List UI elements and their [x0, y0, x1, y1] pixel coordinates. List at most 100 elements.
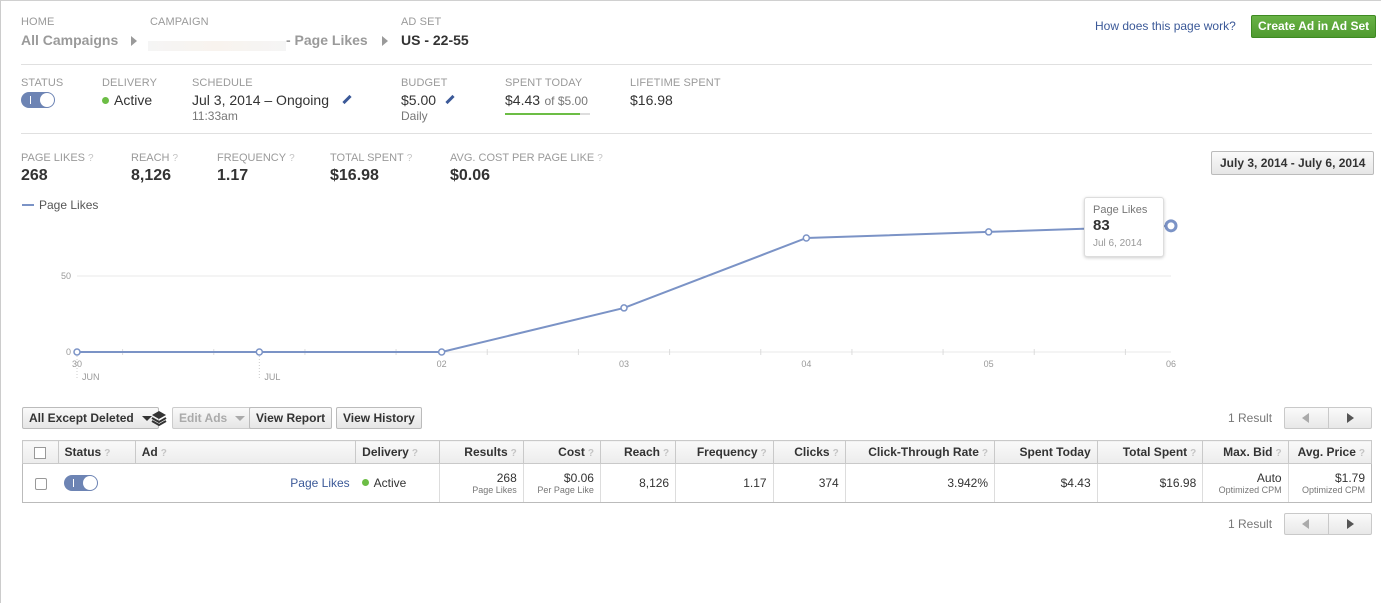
x-tick-label: 05: [984, 359, 994, 369]
metric-avg-cost: AVG. COST PER PAGE LIKE? $0.06: [450, 152, 603, 184]
breadcrumb-home-link[interactable]: All Campaigns: [21, 32, 119, 48]
filter-dropdown[interactable]: All Except Deleted: [22, 407, 159, 429]
layers-icon[interactable]: [151, 410, 167, 427]
results-count-bottom: 1 Result: [1228, 517, 1273, 531]
col-reach[interactable]: Reach?: [599, 440, 677, 464]
data-point: [984, 228, 993, 236]
row-max-bid: Auto Optimized CPM: [1202, 463, 1289, 503]
col-status[interactable]: Status?: [57, 440, 136, 464]
view-report-button[interactable]: View Report: [249, 407, 333, 429]
prev-page-icon[interactable]: [1302, 413, 1309, 423]
col-delivery[interactable]: Delivery?: [355, 440, 441, 464]
delivery-label: DELIVERY: [102, 77, 158, 89]
schedule-label: SCHEDULE: [192, 77, 253, 89]
chevron-down-icon: [235, 416, 246, 421]
breadcrumb-arrow-icon: [382, 36, 388, 46]
col-ad[interactable]: Ad?: [134, 440, 357, 464]
x-tick-label: 02: [437, 359, 447, 369]
next-page-icon[interactable]: [1347, 413, 1354, 423]
metric-total-spent: TOTAL SPENT? $16.98: [330, 152, 413, 184]
pager-top[interactable]: [1284, 407, 1372, 429]
active-dot-icon: [361, 479, 369, 486]
col-avg-price[interactable]: Avg. Price?: [1287, 440, 1373, 464]
data-point: [802, 234, 811, 242]
row-status-toggle[interactable]: [64, 475, 99, 491]
col-max-bid[interactable]: Max. Bid?: [1202, 440, 1289, 464]
next-page-icon[interactable]: [1347, 519, 1354, 529]
date-range-button[interactable]: July 3, 2014 - July 6, 2014: [1211, 151, 1375, 175]
breadcrumb-campaign-link[interactable]: - Page Likes: [286, 32, 368, 48]
data-point: [73, 348, 81, 356]
row-checkbox[interactable]: [34, 477, 47, 490]
table-header-row: Status? Ad? Delivery? Results? Cost? Rea…: [22, 440, 1373, 464]
metric-page-likes: PAGE LIKES? 268: [21, 152, 94, 184]
data-point: [255, 348, 264, 356]
status-toggle[interactable]: [21, 92, 55, 108]
select-all-checkbox: [34, 446, 47, 459]
col-results[interactable]: Results?: [439, 440, 524, 464]
row-results: 268 Page Likes: [439, 463, 524, 503]
data-point: [620, 304, 628, 312]
budget-period: Daily: [401, 109, 428, 123]
help-icon: ?: [406, 153, 413, 164]
y-tick-label: 50: [61, 271, 71, 281]
select-all-header[interactable]: [22, 440, 59, 464]
month-label: JUN: [82, 372, 100, 382]
x-tick-label: 04: [801, 359, 811, 369]
lifetime-spent-value: $16.98: [630, 92, 673, 108]
prev-page-icon[interactable]: [1302, 519, 1309, 529]
help-link[interactable]: How does this page work?: [1095, 19, 1236, 33]
edit-schedule-icon[interactable]: [342, 94, 352, 105]
lifetime-spent-label: LIFETIME SPENT: [630, 77, 721, 89]
edit-budget-icon[interactable]: [445, 94, 455, 105]
row-ctr: 3.942%: [844, 463, 995, 503]
month-label: JUL: [264, 372, 280, 382]
breadcrumb-campaign-label: CAMPAIGN: [150, 16, 209, 28]
x-tick-label: 03: [619, 359, 629, 369]
divider: [21, 133, 1372, 134]
col-clicks[interactable]: Clicks?: [772, 440, 846, 464]
metric-reach: REACH? 8,126: [131, 152, 179, 184]
spent-today-label: SPENT TODAY: [505, 77, 583, 89]
help-icon: ?: [172, 153, 179, 164]
view-history-button[interactable]: View History: [336, 407, 422, 429]
row-frequency: 1.17: [675, 463, 774, 503]
edit-ads-button[interactable]: Edit Ads: [172, 407, 253, 429]
help-icon: ?: [289, 153, 295, 164]
status-label: STATUS: [21, 77, 64, 89]
row-delivery: Active: [355, 463, 440, 503]
chart-tooltip: Page Likes 83 Jul 6, 2014: [1084, 197, 1164, 257]
col-frequency[interactable]: Frequency?: [675, 440, 774, 464]
legend-swatch: [22, 204, 34, 206]
row-total-spent: $16.98: [1096, 463, 1203, 503]
help-icon: ?: [88, 153, 94, 164]
row-ad-name[interactable]: Page Likes: [135, 463, 356, 503]
row-clicks: 374: [772, 463, 846, 503]
breadcrumb-home-label: HOME: [21, 16, 55, 28]
series-line-page-likes: [77, 224, 1172, 353]
metric-frequency: FREQUENCY? 1.17: [217, 152, 295, 184]
page-likes-chart: 0 50 30 02 03 04 05 06 JUN JUL: [61, 219, 1178, 382]
col-total-spent[interactable]: Total Spent?: [1096, 440, 1204, 464]
redacted-campaign-name: [148, 41, 286, 51]
breadcrumb-adset-current: US - 22-55: [401, 32, 469, 48]
col-ctr[interactable]: Click-Through Rate?: [844, 440, 996, 464]
x-tick-label: 30: [72, 359, 82, 369]
table-row[interactable]: Page Likes Active 268 Page Likes $0.06 Per…: [22, 463, 1373, 503]
schedule-time: 11:33am: [192, 109, 238, 123]
results-count-top: 1 Result: [1228, 411, 1273, 425]
row-spent-today: $4.43: [994, 463, 1098, 503]
col-spent-today[interactable]: Spent Today: [994, 440, 1098, 464]
data-point: [437, 348, 446, 356]
pager-bottom[interactable]: [1284, 513, 1372, 535]
spent-today-value: $4.43 of $5.00: [505, 92, 588, 108]
chevron-down-icon: [141, 416, 152, 421]
breadcrumb-arrow-icon: [131, 36, 137, 46]
row-checkbox-cell: [22, 463, 59, 503]
active-dot-icon: [102, 97, 109, 104]
create-ad-button[interactable]: Create Ad in Ad Set: [1251, 15, 1377, 38]
col-cost[interactable]: Cost?: [522, 440, 601, 464]
budget-value: $5.00: [401, 92, 437, 108]
chart-legend[interactable]: Page Likes: [22, 198, 98, 212]
row-avg-price: $1.79 Optimized CPM: [1287, 463, 1373, 503]
